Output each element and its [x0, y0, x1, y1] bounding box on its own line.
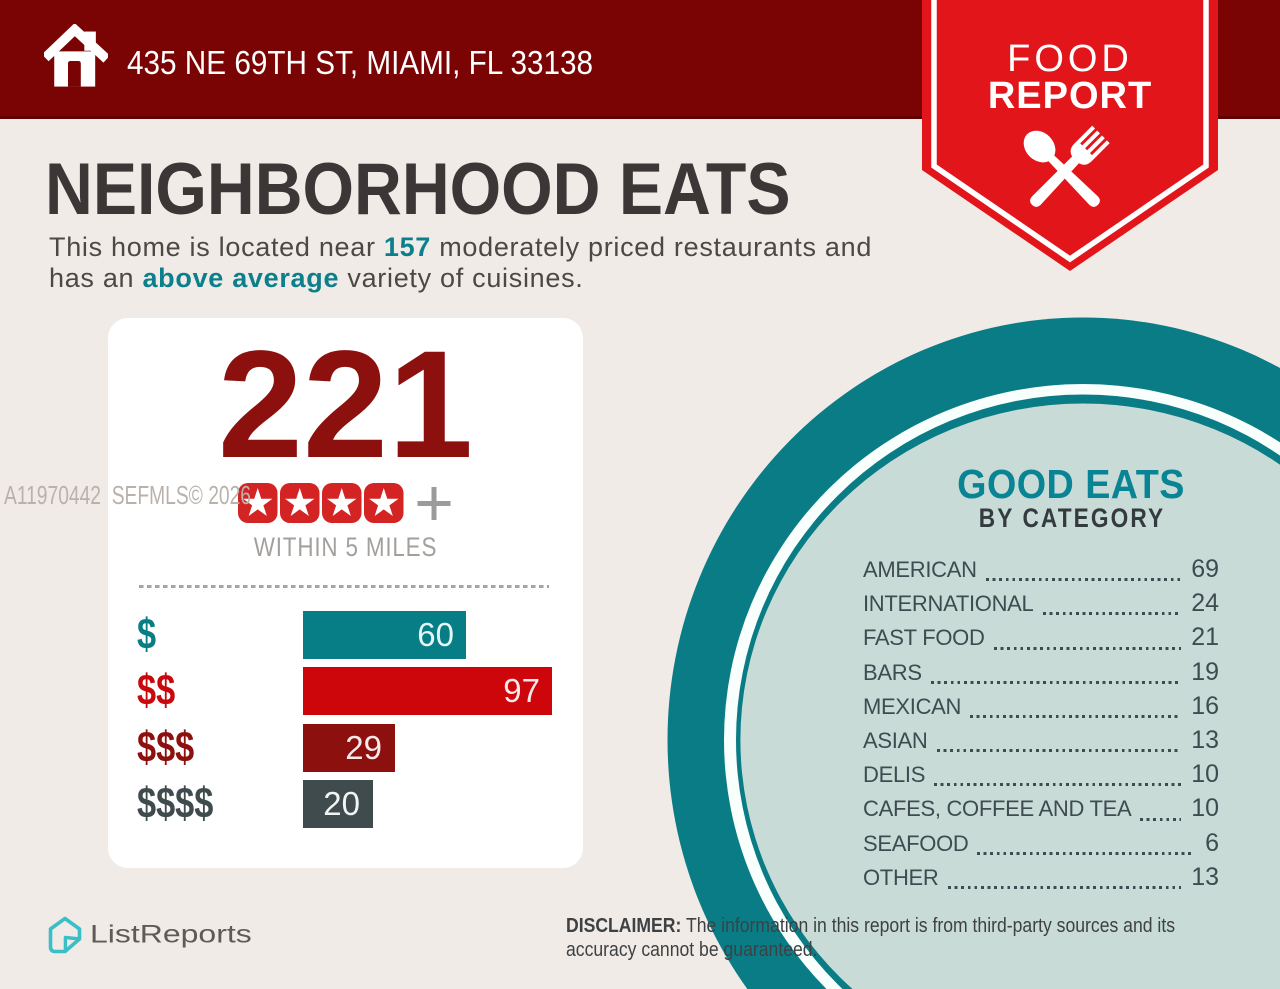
- svg-text:REPORT: REPORT: [988, 75, 1152, 117]
- svg-text:FOOD: FOOD: [1007, 38, 1133, 80]
